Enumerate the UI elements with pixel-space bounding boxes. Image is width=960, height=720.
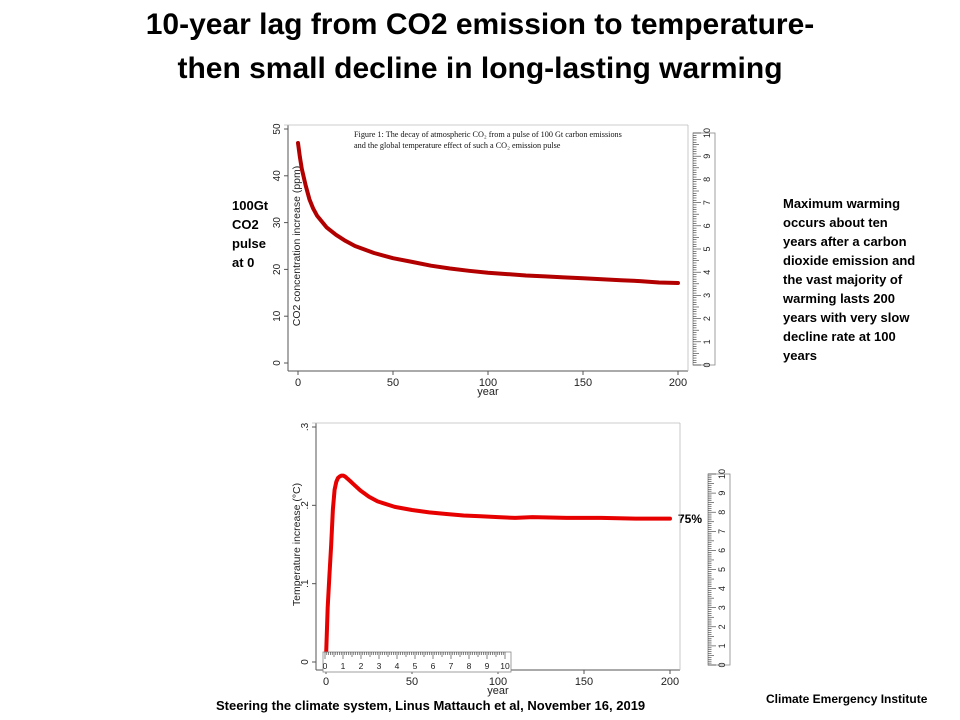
x-tick-label: 100 <box>489 676 507 688</box>
warming-note-line: dioxide emission and <box>783 253 916 268</box>
ruler-label: 10 <box>500 661 510 671</box>
pulse-note-line: pulse <box>232 236 266 251</box>
series-line <box>324 473 672 661</box>
ruler-label: 2 <box>702 316 712 321</box>
y-tick-label: 30 <box>272 217 283 229</box>
x-axis-label: year <box>487 685 509 697</box>
x-tick-label: 50 <box>406 676 418 688</box>
y-tick-label: 0 <box>300 659 311 665</box>
x-tick-label: 150 <box>575 676 593 688</box>
y-axis-label: Temperature increase (°C) <box>291 483 303 606</box>
y-tick-label: 20 <box>272 263 283 275</box>
x-tick-label: 200 <box>669 377 687 389</box>
y-tick-label: .1 <box>300 579 311 588</box>
title-line-2: then small decline in long-lasting warmi… <box>177 52 783 85</box>
ruler-label: 6 <box>431 661 436 671</box>
ruler-label: 1 <box>341 661 346 671</box>
warming-note-line: years after a carbon <box>783 234 907 249</box>
ruler-label: 6 <box>717 548 727 553</box>
institute-label: Climate Emergency Institute <box>766 692 928 706</box>
x-tick-label: 200 <box>661 676 679 688</box>
ruler-label: 9 <box>717 491 727 496</box>
warming-note-line: warming lasts 200 <box>783 291 895 306</box>
x-tick-label: 0 <box>323 676 329 688</box>
ruler-label: 7 <box>449 661 454 671</box>
ruler-label: 3 <box>702 293 712 298</box>
ruler-label: 5 <box>702 246 712 251</box>
warming-note-line: years with very slow <box>783 310 910 325</box>
ruler-label: 1 <box>702 339 712 344</box>
y-tick-label: .2 <box>300 501 311 510</box>
citation: Steering the climate system, Linus Matta… <box>216 698 646 713</box>
y-tick-label: 10 <box>272 310 283 322</box>
ruler-label: 8 <box>702 177 712 182</box>
x-tick-label: 50 <box>387 377 399 389</box>
warming-note-line: Maximum warming <box>783 196 901 211</box>
ruler-label: 4 <box>395 661 400 671</box>
ruler-label: 0 <box>323 661 328 671</box>
ruler-label: 2 <box>359 661 364 671</box>
ruler-label: 8 <box>717 510 727 515</box>
ruler-label: 3 <box>377 661 382 671</box>
x-tick-label: 100 <box>479 377 497 389</box>
x-tick-label: 0 <box>295 377 301 389</box>
title-line-1: 10-year lag from CO2 emission to tempera… <box>145 8 815 41</box>
ruler-label: 1 <box>717 643 727 648</box>
ruler-label: 5 <box>413 661 418 671</box>
ruler-label: 0 <box>702 362 712 367</box>
ruler-label: 7 <box>702 200 712 205</box>
ruler-label: 3 <box>717 605 727 610</box>
x-tick-label: 150 <box>574 377 592 389</box>
ruler-label: 7 <box>717 529 727 534</box>
ruler-label: 6 <box>702 223 712 228</box>
x-axis-label: year <box>477 386 499 398</box>
figure-caption-line: and the global temperature effect of suc… <box>354 141 561 150</box>
pulse-note-line: 100Gt <box>232 198 269 213</box>
ruler-label: 0 <box>717 662 727 667</box>
ruler-label: 8 <box>467 661 472 671</box>
figure-caption-line: Figure 1: The decay of atmospheric CO₂ f… <box>354 130 622 139</box>
warming-note-line: years <box>783 348 817 363</box>
pulse-note-line: CO2 <box>232 217 259 232</box>
ruler-label: 5 <box>717 567 727 572</box>
y-tick-label: .3 <box>300 422 311 431</box>
ruler-label: 4 <box>717 586 727 591</box>
y-tick-label: 50 <box>272 123 283 135</box>
series-line <box>296 141 680 285</box>
percent-label: 75% <box>678 512 703 526</box>
y-tick-label: 0 <box>272 360 283 366</box>
pulse-note: 100Gt CO2 pulse at 0 <box>232 196 292 272</box>
y-axis-label: CO2 concentration increase (ppm) <box>291 166 303 327</box>
warming-note-line: the vast majority of <box>783 272 903 287</box>
ruler-label: 9 <box>702 154 712 159</box>
pulse-note-line: at 0 <box>232 255 255 270</box>
ruler-label: 2 <box>717 624 727 629</box>
warming-note-line: occurs about ten <box>783 215 888 230</box>
ruler-label: 10 <box>702 128 712 138</box>
y-tick-label: 40 <box>272 170 283 182</box>
warming-note-line: decline rate at 100 <box>783 329 896 344</box>
ruler-label: 4 <box>702 270 712 275</box>
warming-note: Maximum warming occurs about ten years a… <box>783 194 943 365</box>
ruler-label: 9 <box>485 661 490 671</box>
ruler-label: 10 <box>717 469 727 479</box>
